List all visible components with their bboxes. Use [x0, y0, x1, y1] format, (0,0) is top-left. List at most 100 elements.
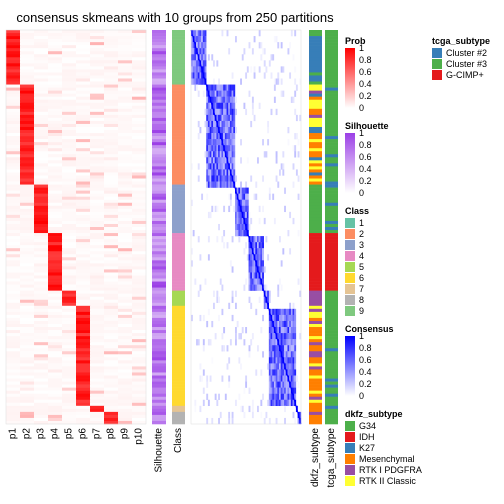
consensus-cell — [253, 272, 256, 279]
dkfz-legend-title: dkfz_subtype — [345, 409, 403, 419]
prob-cell — [90, 402, 105, 407]
consensus-cell — [282, 327, 285, 334]
prob-cell — [48, 57, 63, 61]
class-cell — [172, 42, 185, 46]
silhouette-cell — [152, 290, 166, 294]
tcga-cell — [325, 126, 338, 131]
prob-cell — [76, 396, 91, 401]
consensus-cell — [213, 157, 215, 164]
consensus-cell — [206, 90, 209, 97]
prob-cell — [90, 275, 105, 279]
prob-cell — [118, 172, 133, 176]
tcga-cell — [325, 166, 338, 170]
class-cell — [172, 217, 185, 222]
prob-cell — [62, 266, 77, 270]
dkfz-cell — [309, 233, 322, 237]
prob-cell — [48, 187, 63, 191]
consensus-cell — [280, 369, 283, 376]
prob-cell — [6, 217, 21, 222]
consensus-cell — [282, 399, 285, 407]
prob-cell — [104, 217, 119, 222]
prob-cell — [48, 327, 63, 331]
class-cell — [172, 411, 185, 416]
prob-cell — [118, 220, 133, 225]
prob-cell — [104, 187, 119, 191]
prob-cell — [132, 351, 147, 355]
prob-cell — [132, 151, 147, 155]
consensus-cell — [238, 333, 241, 340]
prob-cell — [76, 84, 91, 88]
class-cell — [172, 220, 185, 225]
prob-cell — [132, 390, 147, 394]
prob-cell — [118, 96, 133, 101]
consensus-cell — [267, 254, 270, 261]
consensus-cell — [272, 387, 275, 394]
tcga-cell — [325, 396, 338, 401]
consensus-cell — [279, 375, 281, 382]
prob-cell — [118, 272, 133, 276]
prob-cell — [6, 90, 21, 94]
class-cell — [172, 96, 185, 101]
tcga-cell — [325, 251, 338, 255]
prob-cell — [20, 120, 35, 125]
prob-cell — [20, 42, 35, 46]
consensus-cell — [194, 60, 197, 67]
consensus-cell — [270, 72, 273, 79]
consensus-cell — [251, 405, 254, 413]
prob-cell — [104, 114, 119, 119]
silhouette-cell — [152, 87, 166, 91]
tcga-cell — [325, 420, 338, 425]
prob-cell — [20, 357, 35, 361]
prob-cell — [76, 302, 91, 307]
consensus-cell — [194, 30, 197, 37]
consensus-cell — [287, 387, 290, 394]
class-cell — [172, 169, 185, 173]
consensus-cell — [253, 248, 256, 255]
silhouette-cell — [152, 184, 166, 188]
consensus-cell — [243, 411, 246, 419]
consensus-cell — [223, 151, 226, 158]
class-legend-item: 7 — [359, 284, 364, 294]
consensus-cell — [280, 345, 283, 352]
consensus-cell — [223, 126, 226, 134]
consensus-cell — [282, 339, 285, 346]
prob-cell — [76, 390, 91, 394]
prob-cell — [90, 363, 105, 367]
class-annotation — [172, 30, 185, 425]
prob-cell — [34, 172, 49, 176]
prob-cell — [118, 111, 133, 116]
consensus-cell — [248, 266, 251, 273]
prob-cell — [76, 166, 91, 170]
prob-cell — [104, 105, 119, 110]
class-cell — [172, 299, 185, 304]
prob-cell — [90, 81, 105, 85]
class-cell — [172, 290, 185, 294]
consensus-cell — [216, 290, 219, 297]
prob-cell — [34, 417, 49, 422]
prob-cell — [48, 117, 63, 122]
prob-cell — [118, 178, 133, 182]
prob-cell — [90, 123, 105, 128]
consensus-cell — [224, 163, 227, 170]
prob-cell — [34, 69, 49, 73]
prob-cell — [20, 196, 35, 201]
consensus-cell — [228, 175, 231, 182]
consensus-cell — [279, 339, 281, 346]
class-cell — [172, 248, 185, 252]
silhouette-cell — [152, 148, 166, 152]
prob-cell — [132, 99, 147, 104]
prob-cell — [34, 414, 49, 419]
consensus-cell — [268, 393, 271, 400]
prob-cell — [90, 208, 105, 213]
prob-cell — [48, 142, 63, 146]
prob-cell — [6, 75, 21, 79]
prob-cell — [6, 72, 21, 76]
dkfz-legend-swatch — [345, 443, 355, 453]
class-cell — [172, 372, 185, 376]
prob-cell — [20, 75, 35, 79]
consensus-cell — [299, 290, 302, 297]
tcga-cell — [325, 314, 338, 319]
prob-cell — [104, 302, 119, 307]
consensus-cell — [211, 163, 214, 170]
prob-cell — [76, 154, 91, 158]
